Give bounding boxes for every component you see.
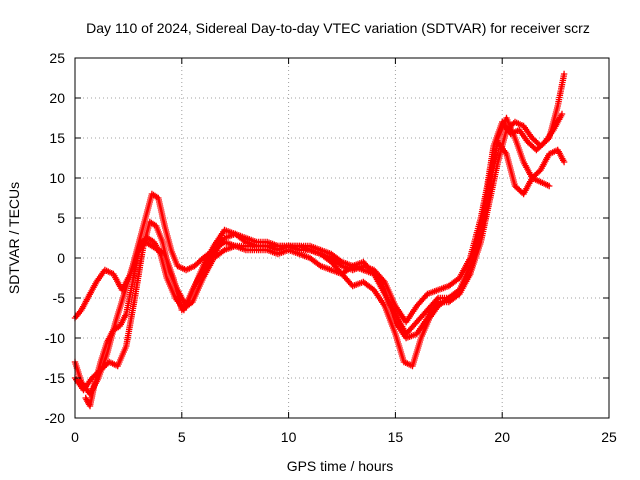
- x-axis-label: GPS time / hours: [287, 458, 394, 474]
- y-tick-label: 25: [49, 50, 65, 66]
- y-tick-label: -20: [45, 410, 65, 426]
- y-tick-label: -10: [45, 330, 65, 346]
- y-tick-label: 15: [49, 130, 65, 146]
- y-tick-label: -15: [45, 370, 65, 386]
- y-tick-label: -5: [53, 290, 66, 306]
- data-point: [558, 110, 566, 118]
- x-tick-label: 5: [178, 429, 186, 445]
- x-tick-label: 10: [281, 429, 297, 445]
- axis-ticks: 0 5 10 15 20 25 -20 -15 -10 -5 0 5 10 15 20 25: [45, 50, 617, 445]
- chart-title: Day 110 of 2024, Sidereal Day-to-day VTE…: [86, 20, 590, 36]
- y-tick-label: 10: [49, 170, 65, 186]
- data-point: [560, 158, 568, 166]
- plot-frame: [74, 57, 610, 419]
- x-tick-label: 0: [71, 429, 79, 445]
- x-tick-label: 15: [388, 429, 404, 445]
- x-tick-label: 20: [494, 429, 510, 445]
- data-series: [71, 70, 568, 410]
- x-tick-label: 25: [601, 429, 617, 445]
- y-tick-label: 0: [57, 250, 65, 266]
- y-axis-label: SDTVAR / TECUs: [6, 182, 22, 294]
- y-tick-label: 5: [57, 210, 65, 226]
- data-point: [546, 182, 553, 190]
- data-point: [560, 70, 568, 78]
- series-track-4: [82, 138, 553, 410]
- y-tick-label: 20: [49, 90, 65, 106]
- data-point: [544, 136, 551, 143]
